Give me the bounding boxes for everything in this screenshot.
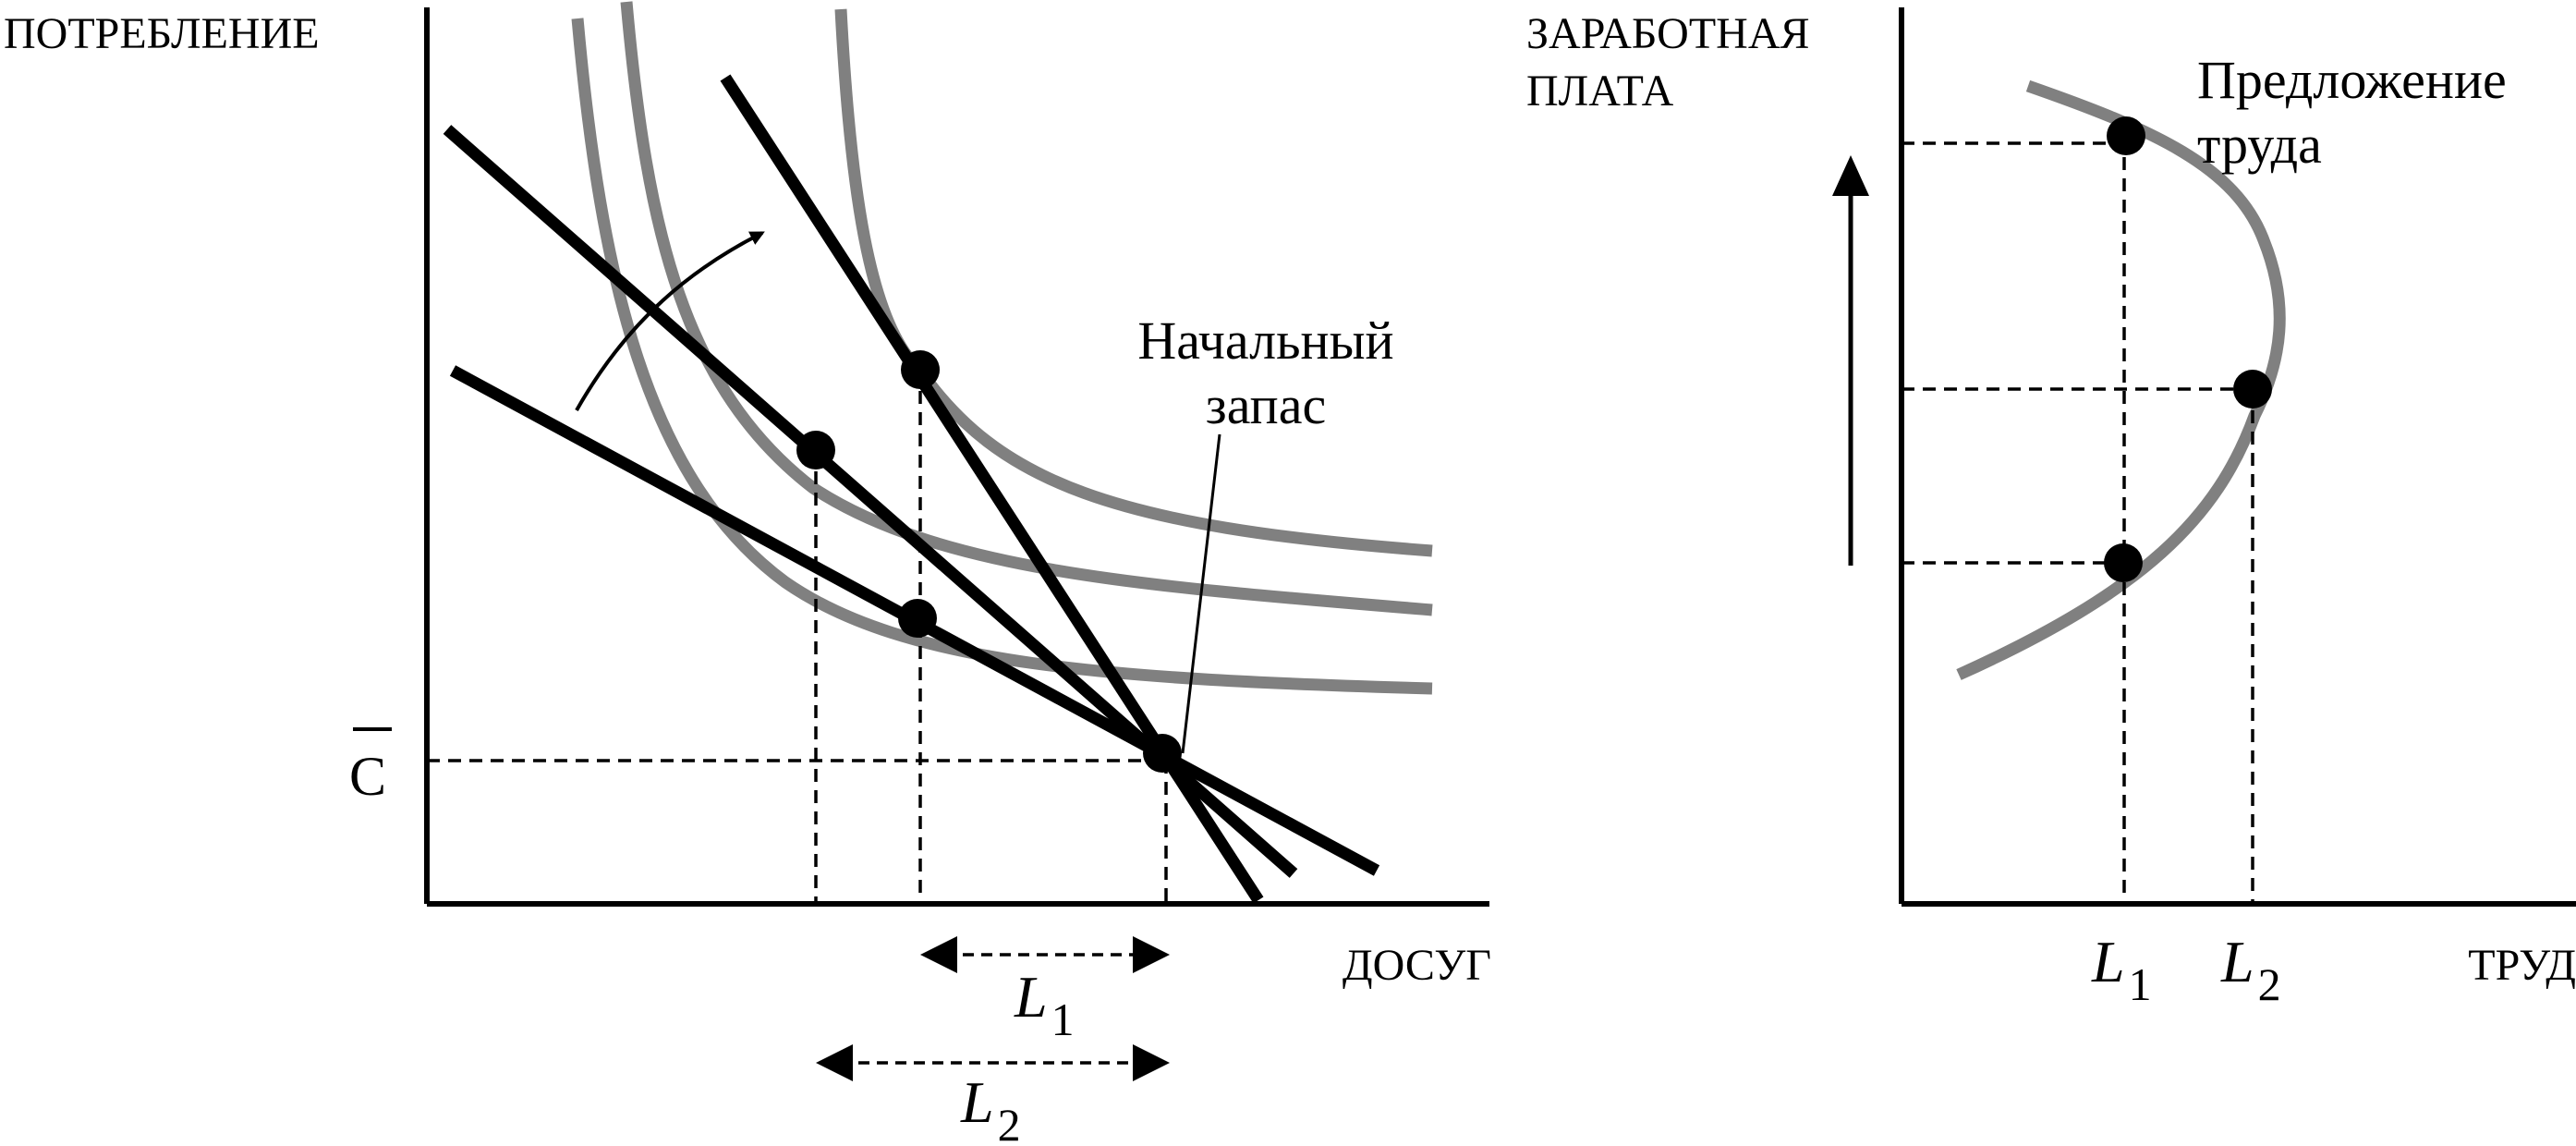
tick-label-l1: L1 <box>2091 929 2152 1010</box>
interval-l2-left-arrowhead <box>816 1044 853 1081</box>
labor-supply-label-line1: Предложение <box>2197 50 2507 110</box>
right-panel: ЗАРАБОТНАЯ ПЛАТА ТРУД Предложение труда … <box>1526 7 2576 1010</box>
supply-point-low-wage <box>2104 543 2143 582</box>
labor-axis-label: ТРУД <box>2468 941 2576 990</box>
labor-supply-label-line2: труда <box>2197 115 2322 175</box>
optimum-point-high-wage <box>901 350 940 389</box>
interval-l1-left-arrowhead <box>920 936 957 973</box>
interval-l1-right-arrowhead <box>1133 936 1170 973</box>
interval-l2-label: L2 <box>960 1069 1021 1146</box>
optimum-point-low-wage <box>898 599 937 638</box>
left-panel: ПОТРЕБЛЕНИЕ ДОСУГ C Начальный запас <box>4 1 1491 1146</box>
leisure-axis-label: ДОСУГ <box>1343 941 1491 990</box>
indifference-curve-low <box>571 18 1433 695</box>
tick-label-l2: L2 <box>2220 929 2281 1010</box>
wage-increase-arrow-head <box>1832 155 1869 196</box>
wage-axis-label-line2: ПЛАТА <box>1526 67 1674 116</box>
consumption-axis-label: ПОТРЕБЛЕНИЕ <box>4 9 320 58</box>
interval-l1-label: L1 <box>1014 964 1075 1045</box>
endowment-label-pointer <box>1181 433 1221 754</box>
supply-point-high-wage <box>2107 116 2145 155</box>
endowment-point <box>1143 734 1182 773</box>
indifference-curve-high <box>834 8 1433 557</box>
indifference-curve-mid <box>620 1 1433 616</box>
wage-axis-label-line1: ЗАРАБОТНАЯ <box>1526 9 1810 58</box>
optimum-point-mid-wage <box>796 431 835 469</box>
wage-increase-rotation-arrow <box>575 231 765 411</box>
c-bar-label: C <box>349 746 386 807</box>
supply-point-mid-wage <box>2233 370 2272 408</box>
interval-l2-right-arrowhead <box>1133 1044 1170 1081</box>
endowment-label-line2: запас <box>1206 375 1326 435</box>
endowment-label-line1: Начальный <box>1137 311 1393 371</box>
